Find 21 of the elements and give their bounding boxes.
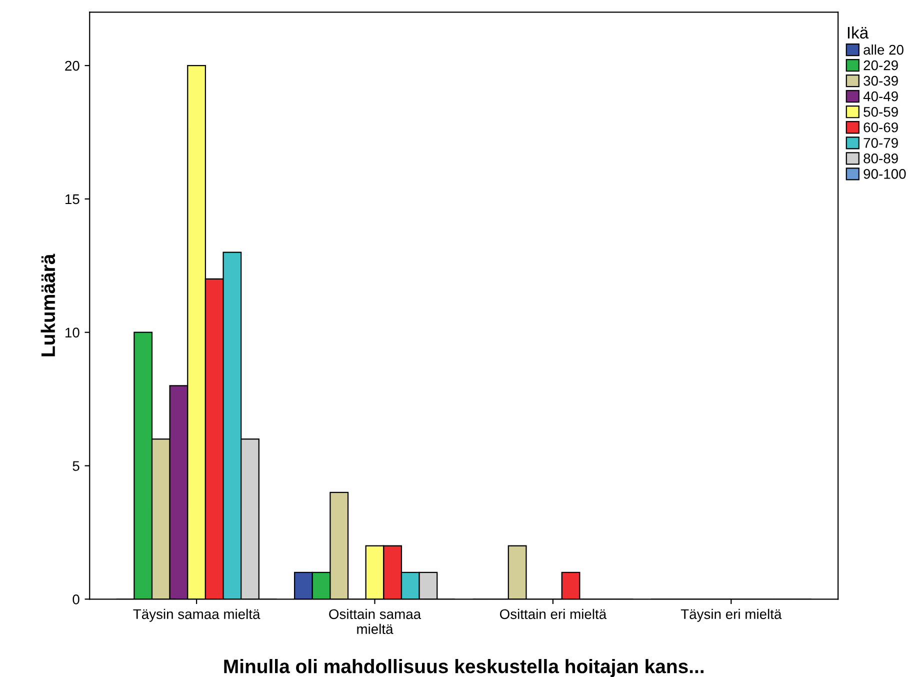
legend-label: 80-89 (864, 154, 898, 164)
legend-label: 50-59 (864, 106, 898, 117)
y-axis-title: Lukumäärä (40, 254, 56, 356)
y-tick-label: 10 (66, 328, 80, 338)
y-tick-label: 20 (65, 60, 80, 71)
x-tick-label: Täysin samaa mieltä (133, 608, 260, 622)
legend-label: 60-69 (864, 122, 898, 132)
legend-label: 70-79 (864, 138, 898, 148)
legend-label: 30-39 (864, 76, 898, 86)
legend-label: 90-100 (864, 169, 906, 179)
y-tick-label: 15 (66, 194, 80, 204)
legend-label: 40-49 (863, 91, 898, 102)
y-tick-label: 5 (72, 461, 80, 471)
x-axis-title: Minulla oli mahdollisuus keskustella hoitajan kans... (224, 658, 704, 677)
y-tick-label: 0 (72, 594, 80, 604)
legend-label: 20-29 (864, 60, 898, 70)
x-tick-label: Täysin eri mieltä (680, 608, 782, 622)
legend-label: alle 20 (864, 44, 904, 55)
x-tick-label: Osittain samaa mieltä (329, 608, 422, 634)
x-tick-label: Osittain eri mieltä (500, 608, 607, 620)
legend-title: Ikä (848, 26, 869, 39)
